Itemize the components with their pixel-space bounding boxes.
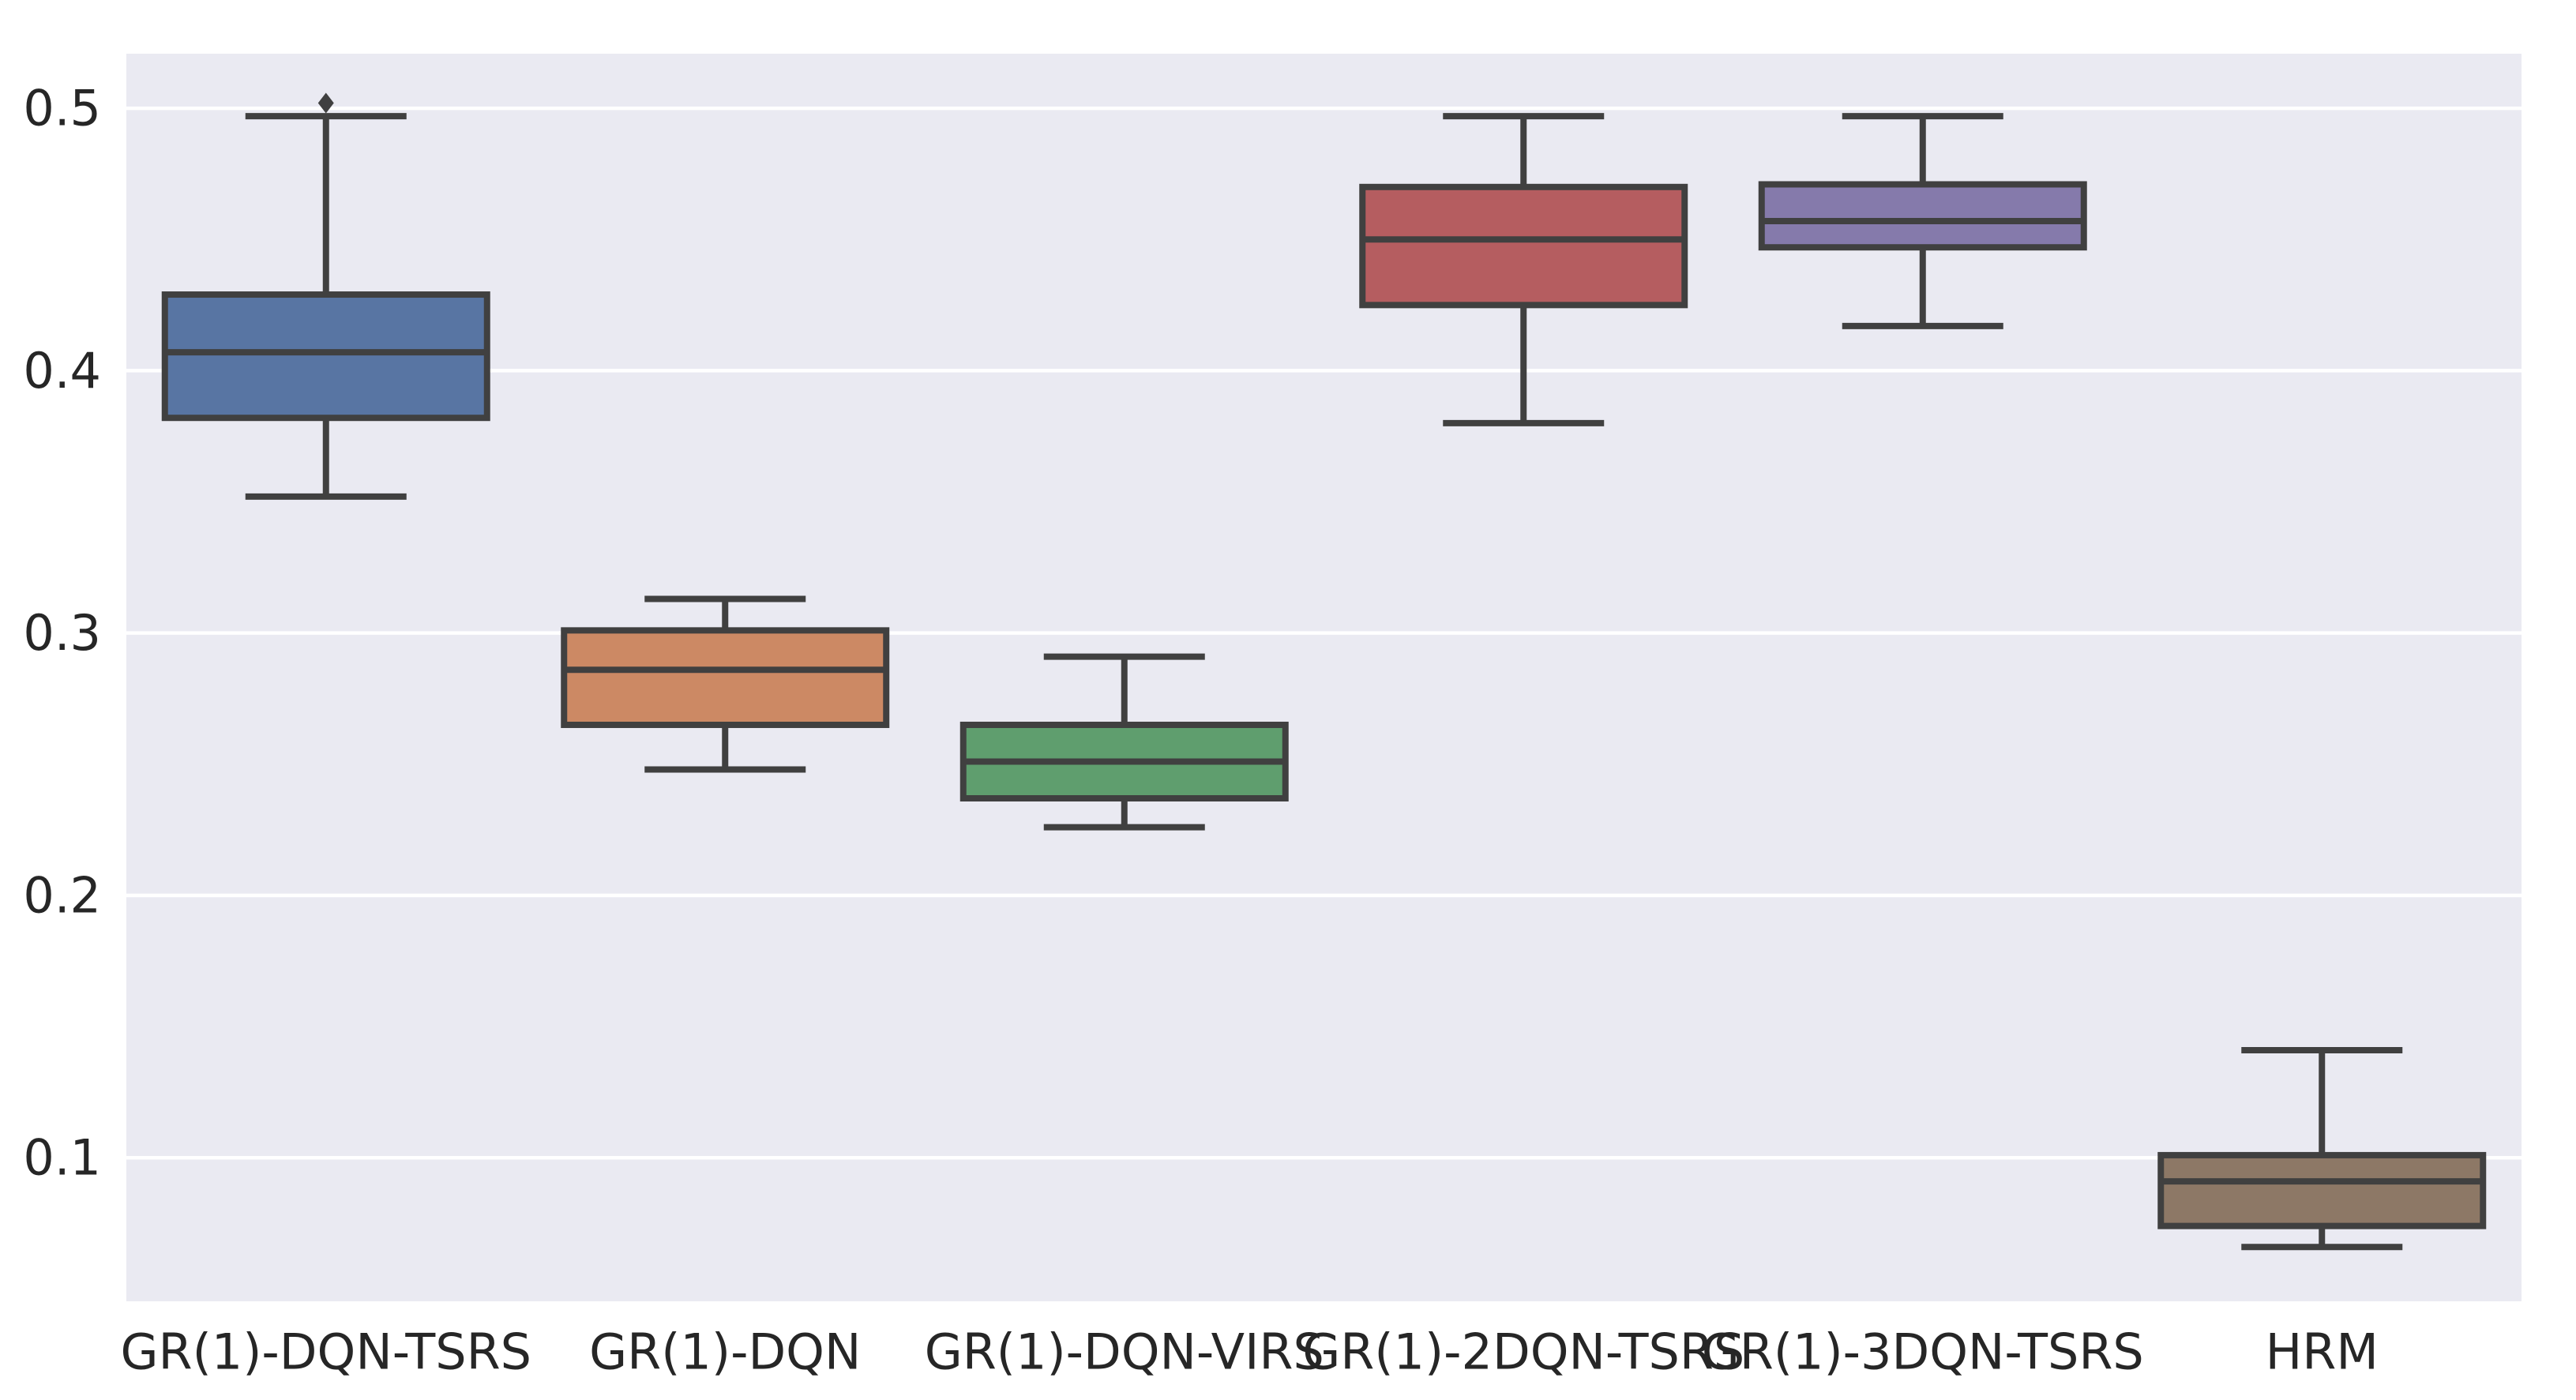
- box-gr-1-dqn: [561, 595, 890, 773]
- box-gr-1-dqn-tsrs: [161, 92, 490, 500]
- box-hrm: [2157, 1047, 2487, 1251]
- y-tick-label: 0.5: [23, 80, 101, 137]
- y-tick-label: 0.2: [23, 866, 101, 924]
- box-gr-1-dqn-virs: [959, 653, 1289, 831]
- y-tick-label: 0.1: [23, 1129, 101, 1187]
- box-gr-1-3dqn-tsrs: [1758, 113, 2087, 329]
- iqr-box: [561, 627, 890, 728]
- x-tick-label-gr-1-dqn: GR(1)-DQN: [589, 1323, 861, 1381]
- iqr-box: [1758, 181, 2087, 251]
- x-tick-label-gr-1-dqn-tsrs: GR(1)-DQN-TSRS: [120, 1323, 531, 1381]
- x-tick-label-gr-1-3dqn-tsrs: GR(1)-3DQN-TSRS: [1702, 1323, 2144, 1381]
- y-tick-label: 0.3: [23, 604, 101, 662]
- outlier-diamond: [317, 92, 334, 114]
- box-gr-1-2dqn-tsrs: [1359, 113, 1688, 426]
- iqr-box: [2157, 1151, 2487, 1229]
- y-tick-label: 0.4: [23, 342, 101, 400]
- iqr-box: [161, 291, 490, 422]
- x-tick-label-gr-1-dqn-virs: GR(1)-DQN-VIRS: [925, 1323, 1324, 1381]
- x-tick-label-hrm: HRM: [2266, 1323, 2379, 1381]
- iqr-box: [1359, 183, 1688, 309]
- axes-background: [126, 54, 2522, 1301]
- x-tick-label-gr-1-2dqn-tsrs: GR(1)-2DQN-TSRS: [1302, 1323, 1744, 1381]
